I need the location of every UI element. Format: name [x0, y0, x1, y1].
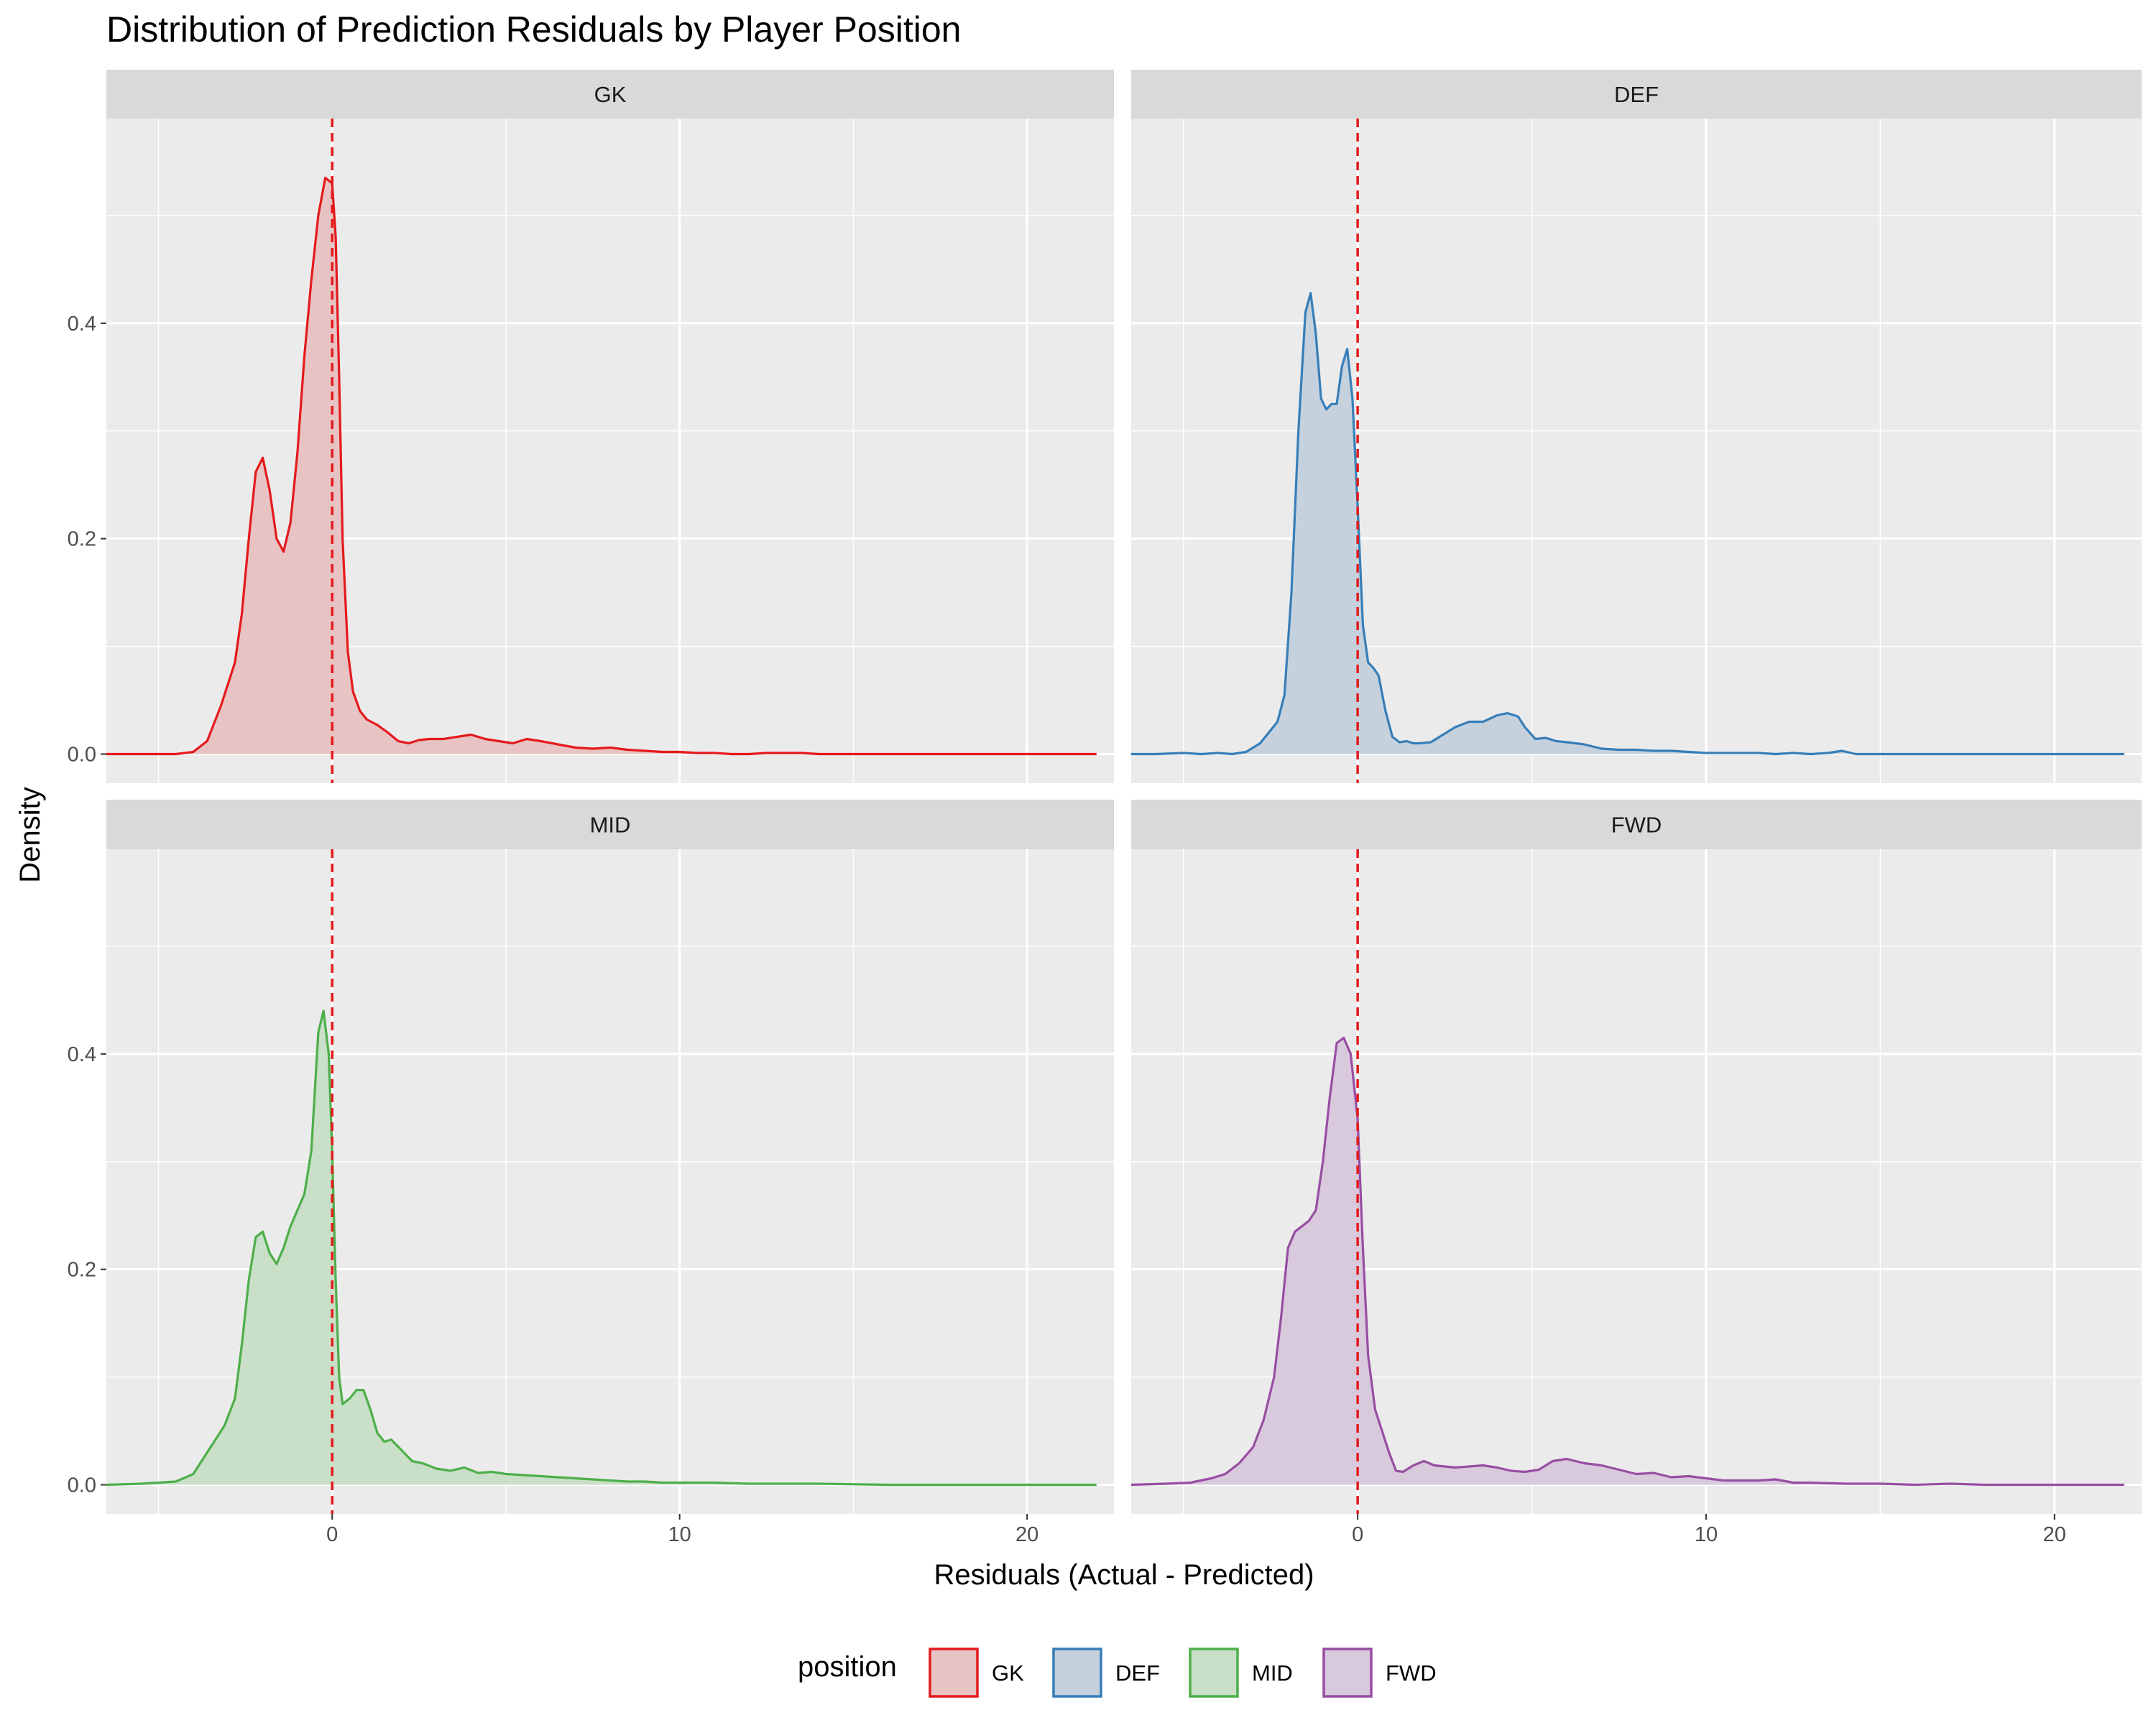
legend-entry-def: DEF — [1052, 1648, 1160, 1698]
legend-label-fwd: FWD — [1386, 1660, 1437, 1686]
legend-entry-mid: MID — [1189, 1648, 1293, 1698]
legend: position GK DEF MID FWD — [798, 1648, 1437, 1698]
density-area-gk — [106, 177, 1097, 754]
facet-strip-def — [1131, 70, 2142, 119]
x-axis-title: Residuals (Actual - Predicted) — [934, 1559, 1314, 1591]
facet-panels: GK 0.0 0.2 0.4 DEF MID 0.0 0.2 0.4 0 10 20 FWD 0 10 20 — [68, 70, 2142, 1546]
x-tick-label: 0 — [326, 1523, 338, 1546]
density-area-fwd — [1131, 1038, 2124, 1485]
facet-strip-fwd — [1131, 800, 2142, 849]
legend-label-gk: GK — [992, 1660, 1024, 1686]
chart-title: Distribution of Prediction Residuals by … — [106, 9, 961, 50]
facet-strip-mid — [106, 800, 1114, 849]
facet-strip-label-gk: GK — [594, 82, 627, 107]
facet-panel-def: DEF — [1131, 70, 2142, 783]
x-tick-label: 20 — [2043, 1523, 2066, 1546]
facet-panel-mid: MID 0.0 0.2 0.4 0 10 20 — [68, 800, 1114, 1546]
density-area-def — [1131, 292, 2124, 754]
x-tick-label: 10 — [1695, 1523, 1718, 1546]
legend-key-mid — [1189, 1648, 1239, 1698]
legend-label-mid: MID — [1252, 1660, 1293, 1686]
facet-panel-fwd: FWD 0 10 20 — [1130, 800, 2142, 1546]
legend-entry-gk: GK — [929, 1648, 1024, 1698]
x-tick-label: 20 — [1015, 1523, 1038, 1546]
facet-strip-label-fwd: FWD — [1611, 813, 1662, 838]
x-tick-label: 0 — [1352, 1523, 1363, 1546]
legend-title: position — [798, 1651, 897, 1683]
legend-entry-fwd: FWD — [1322, 1648, 1437, 1698]
facet-strip-label-def: DEF — [1614, 82, 1659, 107]
facet-strip-label-mid: MID — [590, 813, 631, 838]
y-axis-title: Density — [14, 787, 46, 882]
facet-panel-gk: GK 0.0 0.2 0.4 — [68, 70, 1114, 783]
facet-plot-background-def — [1131, 119, 2142, 783]
y-tick-label: 0.4 — [68, 313, 96, 336]
facet-strip-gk — [106, 70, 1114, 119]
density-line-def — [1131, 292, 2124, 756]
density-line-mid — [106, 1009, 1097, 1487]
y-tick-label: 0.0 — [68, 1474, 96, 1497]
legend-key-def — [1052, 1648, 1102, 1698]
y-tick-label: 0.0 — [68, 744, 96, 767]
density-line-gk — [106, 176, 1097, 756]
density-line-fwd — [1130, 1036, 2124, 1487]
x-tick-label: 10 — [668, 1523, 691, 1546]
legend-key-gk — [929, 1648, 979, 1698]
legend-key-fwd — [1322, 1648, 1373, 1698]
density-area-mid — [106, 1010, 1097, 1485]
y-tick-label: 0.2 — [68, 528, 96, 551]
y-tick-label: 0.4 — [68, 1043, 96, 1066]
y-tick-label: 0.2 — [68, 1259, 96, 1282]
legend-label-def: DEF — [1115, 1660, 1160, 1686]
